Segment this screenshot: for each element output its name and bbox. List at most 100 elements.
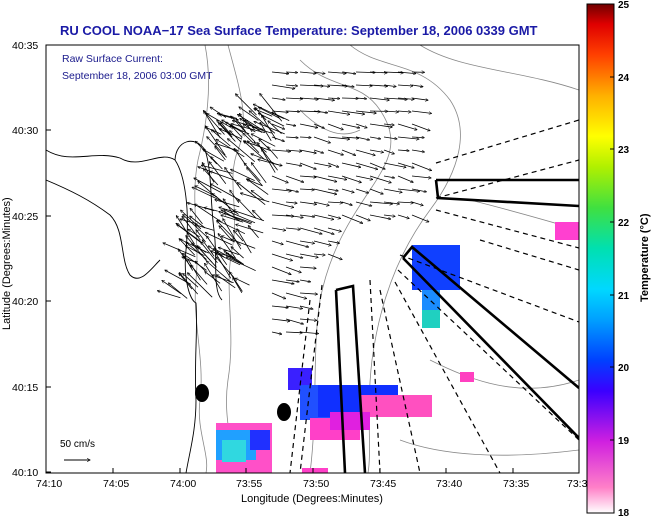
current-vector <box>327 214 341 219</box>
current-vector <box>411 84 423 87</box>
colorbar-tick-label: 20 <box>618 363 630 374</box>
current-vector <box>313 201 329 206</box>
current-vector <box>271 97 285 100</box>
current-vector <box>369 201 393 204</box>
current-vector <box>285 162 302 166</box>
current-vector <box>299 123 318 128</box>
x-tick-label: 73:35 <box>503 478 529 490</box>
current-vector <box>192 243 207 253</box>
current-vector <box>204 111 221 139</box>
current-vector <box>355 123 367 128</box>
y-tick-label: 40:10 <box>12 467 38 479</box>
current-vector <box>313 110 328 113</box>
y-tick-labels: 40:35 40:30 40:25 40:20 40:15 40:10 <box>12 40 38 479</box>
current-vector <box>271 149 291 152</box>
current-vector <box>271 123 285 129</box>
current-vector <box>240 193 270 203</box>
current-vector <box>232 121 264 130</box>
marker-dot <box>277 403 291 421</box>
colorbar-tick-labels: 25 24 23 22 21 20 19 18 <box>618 0 630 518</box>
current-vector <box>383 136 397 139</box>
map-title: RU COOL NOAA−17 Sea Surface Temperature:… <box>60 23 538 38</box>
current-vector <box>299 137 311 138</box>
current-vector <box>271 292 286 299</box>
current-timestamp: September 18, 2006 03:00 GMT <box>62 70 213 82</box>
current-vector <box>271 227 286 230</box>
current-vector <box>168 283 188 299</box>
current-vector <box>248 226 259 239</box>
current-vector <box>218 123 236 142</box>
current-vector <box>369 188 383 194</box>
current-vector <box>235 278 250 286</box>
current-vector <box>247 141 260 153</box>
current-vector <box>224 213 252 225</box>
current-vector <box>299 227 322 234</box>
current-vector <box>285 292 307 299</box>
current-vector <box>236 224 264 234</box>
current-vector <box>251 190 265 201</box>
current-vector <box>235 94 257 116</box>
current-vector <box>217 275 236 289</box>
current-vector <box>341 123 360 128</box>
current-vector <box>285 240 309 247</box>
current-vector <box>237 229 252 254</box>
current-vector <box>411 214 429 222</box>
current-vector <box>411 110 432 113</box>
x-tick-label: 73:45 <box>370 478 396 490</box>
current-vector <box>383 72 403 73</box>
x-tick-label: 73:55 <box>236 478 262 490</box>
current-vector <box>327 136 350 139</box>
current-vector <box>383 97 407 100</box>
current-vector <box>327 188 338 191</box>
current-vector <box>272 112 290 121</box>
colorbar-tick-label: 19 <box>618 436 630 447</box>
current-vector <box>271 215 294 216</box>
current-vector <box>178 249 192 269</box>
current-vector <box>285 111 300 112</box>
current-vector <box>327 110 350 114</box>
current-vector <box>313 175 337 182</box>
current-vector <box>411 175 431 178</box>
current-vector <box>230 190 240 204</box>
current-vector <box>369 136 381 139</box>
current-vector <box>205 127 222 135</box>
current-vector <box>397 136 419 139</box>
current-vector <box>176 216 195 245</box>
current-vector <box>299 319 317 320</box>
colorbar-label: Temperature (°C) <box>639 213 651 302</box>
current-vector <box>238 114 266 132</box>
current-vector <box>215 143 240 152</box>
x-tick-label: 74:00 <box>170 478 196 490</box>
current-vector <box>327 175 347 180</box>
current-vector <box>313 214 334 220</box>
current-vector <box>234 230 244 242</box>
current-vector <box>411 149 425 152</box>
current-vector <box>231 169 255 181</box>
current-vector <box>341 175 361 183</box>
current-vector <box>187 203 215 212</box>
current-vector <box>285 137 298 138</box>
current-vector <box>299 279 311 282</box>
current-vector <box>215 146 226 161</box>
y-tick-label: 40:30 <box>12 125 38 137</box>
current-vector <box>260 122 272 142</box>
current-vector <box>195 141 218 165</box>
current-vector <box>268 147 279 159</box>
current-vector <box>369 175 391 183</box>
current-vector <box>355 85 372 86</box>
current-vector <box>341 214 363 223</box>
colorbar-tick-label: 23 <box>618 145 630 156</box>
x-tick-label: 73:40 <box>436 478 462 490</box>
current-vector <box>369 162 385 169</box>
y-tick-label: 40:15 <box>12 382 38 394</box>
current-vector <box>195 204 223 223</box>
current-vector <box>195 186 218 198</box>
current-vector <box>219 212 253 224</box>
current-vector <box>327 162 339 167</box>
colorbar <box>586 3 615 514</box>
current-vector <box>285 253 303 258</box>
current-vector <box>211 130 231 147</box>
current-vector <box>299 267 316 268</box>
current-vector <box>232 126 243 138</box>
